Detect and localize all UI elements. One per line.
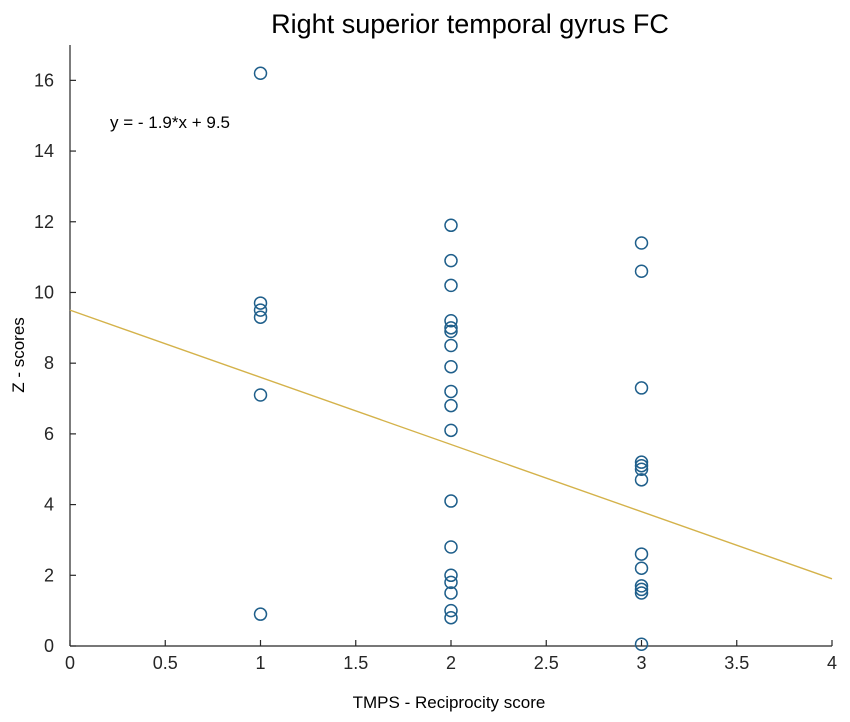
chart-title: Right superior temporal gyrus FC bbox=[271, 9, 669, 39]
data-point bbox=[634, 582, 649, 597]
data-point bbox=[444, 610, 458, 625]
y-tick-label: 16 bbox=[34, 70, 54, 90]
data-point bbox=[253, 607, 268, 621]
y-tick-label: 2 bbox=[44, 565, 54, 585]
data-point bbox=[444, 575, 458, 590]
fit-line-group bbox=[69, 309, 833, 580]
data-point bbox=[444, 540, 458, 554]
data-point bbox=[444, 568, 458, 583]
data-point bbox=[444, 398, 458, 413]
data-point bbox=[634, 455, 649, 469]
x-tick-label: 3 bbox=[636, 653, 646, 673]
x-tick-label: 0.5 bbox=[153, 653, 178, 673]
y-tick-label: 8 bbox=[44, 353, 54, 373]
data-point bbox=[634, 547, 649, 561]
data-point bbox=[634, 462, 649, 476]
x-tick-label: 3.5 bbox=[724, 653, 749, 673]
data-point bbox=[444, 253, 458, 268]
y-tick-label: 14 bbox=[34, 141, 54, 161]
data-point bbox=[634, 637, 649, 651]
data-point bbox=[634, 264, 649, 279]
data-point bbox=[634, 458, 649, 473]
data-point bbox=[444, 603, 458, 618]
x-tick-label: 1 bbox=[255, 653, 265, 673]
data-points bbox=[253, 66, 649, 651]
data-point bbox=[444, 586, 458, 600]
x-tick-label: 2 bbox=[446, 653, 456, 673]
data-point bbox=[444, 384, 458, 399]
x-tick-label: 4 bbox=[827, 653, 837, 673]
data-point bbox=[444, 314, 458, 328]
data-point bbox=[253, 296, 268, 310]
data-point bbox=[444, 321, 458, 335]
data-point bbox=[634, 586, 649, 600]
data-point bbox=[444, 324, 458, 339]
data-point bbox=[444, 423, 458, 438]
data-point bbox=[444, 218, 458, 233]
x-axis-label: TMPS - Reciprocity score bbox=[353, 693, 546, 712]
data-point bbox=[444, 359, 458, 374]
data-point bbox=[253, 388, 268, 402]
data-point bbox=[634, 473, 649, 487]
x-tick-label: 2.5 bbox=[534, 653, 559, 673]
x-tick-label: 0 bbox=[65, 653, 75, 673]
data-point bbox=[444, 338, 458, 353]
y-tick-label: 4 bbox=[44, 495, 54, 515]
data-point bbox=[253, 303, 268, 317]
data-point bbox=[253, 310, 268, 324]
y-axis-label: Z - scores bbox=[9, 317, 28, 393]
data-point bbox=[634, 381, 649, 395]
y-tick-label: 12 bbox=[34, 212, 54, 232]
data-point bbox=[634, 561, 649, 575]
y-tick-label: 6 bbox=[44, 424, 54, 444]
data-point bbox=[253, 66, 268, 81]
y-tick-label: 0 bbox=[44, 636, 54, 656]
axis-ticks: 0 0.5 1 1.5 2 2.5 3 3.5 4 0 2 4 6 8 10 12 14 16 bbox=[34, 70, 837, 673]
regression-equation: y = - 1.9*x + 9.5 bbox=[110, 113, 230, 132]
y-tick-label: 10 bbox=[34, 282, 54, 302]
data-point bbox=[444, 278, 458, 293]
x-tick-label: 1.5 bbox=[343, 653, 368, 673]
regression-line bbox=[69, 309, 833, 580]
data-point bbox=[634, 579, 649, 593]
data-point bbox=[444, 494, 458, 508]
data-point bbox=[634, 236, 649, 250]
